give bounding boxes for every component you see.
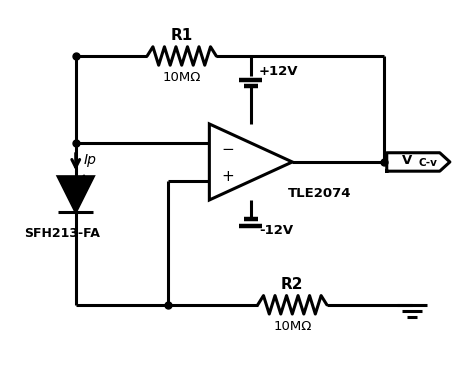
Text: TLE2074: TLE2074 [288,187,352,200]
Text: V: V [402,154,412,166]
Text: $-$: $-$ [221,140,235,155]
Text: R2: R2 [281,277,303,292]
Text: +12V: +12V [259,65,299,78]
Text: 10MΩ: 10MΩ [273,320,311,333]
Text: SFH213-FA: SFH213-FA [24,228,100,240]
Text: $+$: $+$ [221,169,235,184]
Polygon shape [58,177,93,212]
Text: Ip: Ip [84,153,97,166]
Text: -12V: -12V [259,224,293,237]
Text: R1: R1 [171,28,193,43]
Polygon shape [387,153,450,171]
Text: C-v: C-v [419,158,438,168]
Text: 10MΩ: 10MΩ [163,71,201,84]
